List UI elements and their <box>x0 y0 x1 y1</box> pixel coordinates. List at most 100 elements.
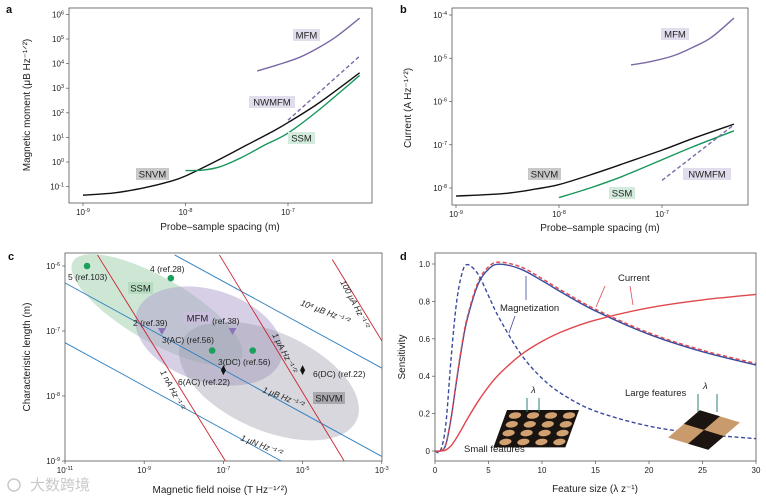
y-tick-label: 100 <box>52 158 64 167</box>
reference-line-current <box>331 259 382 341</box>
data-point-label: 6(DC) (ref.22) <box>313 369 366 379</box>
x-axis-title: Magnetic field noise (T Hz⁻¹ᐟ²) <box>153 485 288 496</box>
label-nwmfm-b-box <box>683 168 731 180</box>
x-tick-label: 0 <box>433 466 438 475</box>
x-tick-label: 20 <box>645 466 654 475</box>
y-axis-title: Characteristic length (m) <box>22 303 33 412</box>
surface <box>493 410 579 448</box>
label-snvm-a: SNVM <box>139 170 167 181</box>
x-tick-label: 10-5 <box>296 466 310 475</box>
x-tick-label: 15 <box>591 466 600 475</box>
y-tick-label: 0 <box>426 447 431 456</box>
large-features-surface <box>668 410 740 450</box>
label-snvm-c: SNVM <box>315 394 343 405</box>
watermark: 大数跨境 <box>30 476 90 494</box>
x-tick-label: 10-9 <box>137 466 151 475</box>
x-tick-label: 25 <box>698 466 707 475</box>
x-tick-label: 10-8 <box>552 210 566 219</box>
y-tick-label: 103 <box>52 84 64 93</box>
y-tick-label: 10-9 <box>46 457 60 466</box>
label-nwmfm-a: NWMFM <box>253 98 291 109</box>
y-tick-label: 10-6 <box>46 262 60 271</box>
data-point-label: 3(DC) (ref.56) <box>218 357 271 367</box>
annotation-lambda: λ <box>702 381 708 392</box>
surface-bump <box>517 438 530 446</box>
y-tick-label: 10-7 <box>46 327 60 336</box>
series-snvm-line <box>455 123 735 197</box>
label-mfm-c-box <box>184 312 211 324</box>
x-tick-label: 10-7 <box>281 208 295 217</box>
x-tick-label: 10-7 <box>217 466 231 475</box>
y-tick-label: 104 <box>52 60 64 69</box>
data-point-label: 2 (ref.39) <box>133 318 168 328</box>
annotation-current: Current <box>618 273 650 284</box>
x-tick-label: 10-8 <box>179 208 193 217</box>
label-ssm-b-box <box>609 187 635 199</box>
data-point-label: 4 (ref.28) <box>150 264 185 274</box>
label-snvm-a-box <box>136 168 169 180</box>
reference-line-label: 1 μN Hz⁻¹ᐟ² <box>239 433 285 459</box>
label-mfm-b: MFM <box>664 30 686 41</box>
label-mfm-a: MFM <box>296 31 318 42</box>
x-tick-label: 10-9 <box>76 208 90 217</box>
y-tick-label: 0.6 <box>419 335 431 344</box>
label-mfm-a-box <box>293 29 320 41</box>
y-tick-label: 0.8 <box>419 297 431 306</box>
reference-line-current <box>97 254 226 461</box>
label-nwmfm-a-box <box>249 96 295 108</box>
surface-bump <box>523 421 536 428</box>
series-magnetization-solid-line <box>434 263 757 453</box>
y-tick-label: 10-4 <box>433 11 447 20</box>
panel-letter-d: d <box>400 251 407 263</box>
plot-frame-a <box>68 7 373 204</box>
pointer-current <box>629 285 634 306</box>
y-tick-label: 10-7 <box>433 141 447 150</box>
surface-bump <box>559 421 572 428</box>
pointer-current <box>595 285 606 308</box>
series-mfm-line <box>630 17 735 66</box>
surface-bump <box>526 412 540 419</box>
data-point-circle <box>83 262 91 270</box>
panel-letter-a: a <box>6 4 13 16</box>
x-tick-label: 10-7 <box>655 210 669 219</box>
region-mfm <box>135 286 283 386</box>
surface-bump <box>538 429 551 437</box>
y-tick-label: 10-1 <box>50 183 64 192</box>
label-snvm-c-box <box>313 392 345 404</box>
label-ssm-c: SSM <box>130 284 151 295</box>
data-point-label: 3(AC) (ref.56) <box>162 335 214 345</box>
plot-frame-b <box>451 7 749 206</box>
watermark-logo-icon <box>7 478 21 492</box>
data-point-label: 6(AC) (ref.22) <box>178 377 230 387</box>
label-ssm-b: SSM <box>612 189 633 200</box>
y-tick-label: 10-6 <box>433 98 447 107</box>
data-point-label: 5 (ref.103) <box>68 272 107 282</box>
y-tick-label: 105 <box>52 35 64 44</box>
annotation-large-features: Large features <box>625 388 687 399</box>
x-axis-title: Feature size (λ z⁻¹) <box>552 484 638 495</box>
surface-bump <box>544 412 558 419</box>
x-axis-title: Probe–sample spacing (m) <box>160 222 280 233</box>
y-tick-label: 102 <box>52 109 64 118</box>
x-tick-label: 10 <box>538 466 547 475</box>
annotation-small-features: Small features <box>464 444 525 455</box>
reference-line-label: 10⁴ μB Hz⁻¹ᐟ² <box>299 298 353 327</box>
x-tick-label: 10-9 <box>449 210 463 219</box>
y-tick-label: 0.4 <box>419 372 431 381</box>
x-tick-label: 10-11 <box>57 466 73 475</box>
data-point-triangle <box>157 328 166 335</box>
y-axis-title: Current (A Hz⁻¹ᐟ²) <box>403 68 414 148</box>
surface-bump <box>499 438 512 446</box>
label-nwmfm-b: NWMFM <box>688 170 726 181</box>
data-point-triangle <box>228 328 237 335</box>
panel-letter-b: b <box>400 4 407 16</box>
label-ssm-a: SSM <box>291 134 312 145</box>
annotation-magnetization: Magnetization <box>500 303 559 314</box>
label-ssm-a-box <box>288 132 315 144</box>
surface-bump <box>520 429 533 437</box>
series-ssm-line <box>558 130 735 199</box>
y-tick-label: 106 <box>52 10 64 19</box>
y-axis-title: Magnetic moment (μB Hz⁻¹ᐟ²) <box>22 39 33 172</box>
reference-line-moment <box>65 342 282 461</box>
